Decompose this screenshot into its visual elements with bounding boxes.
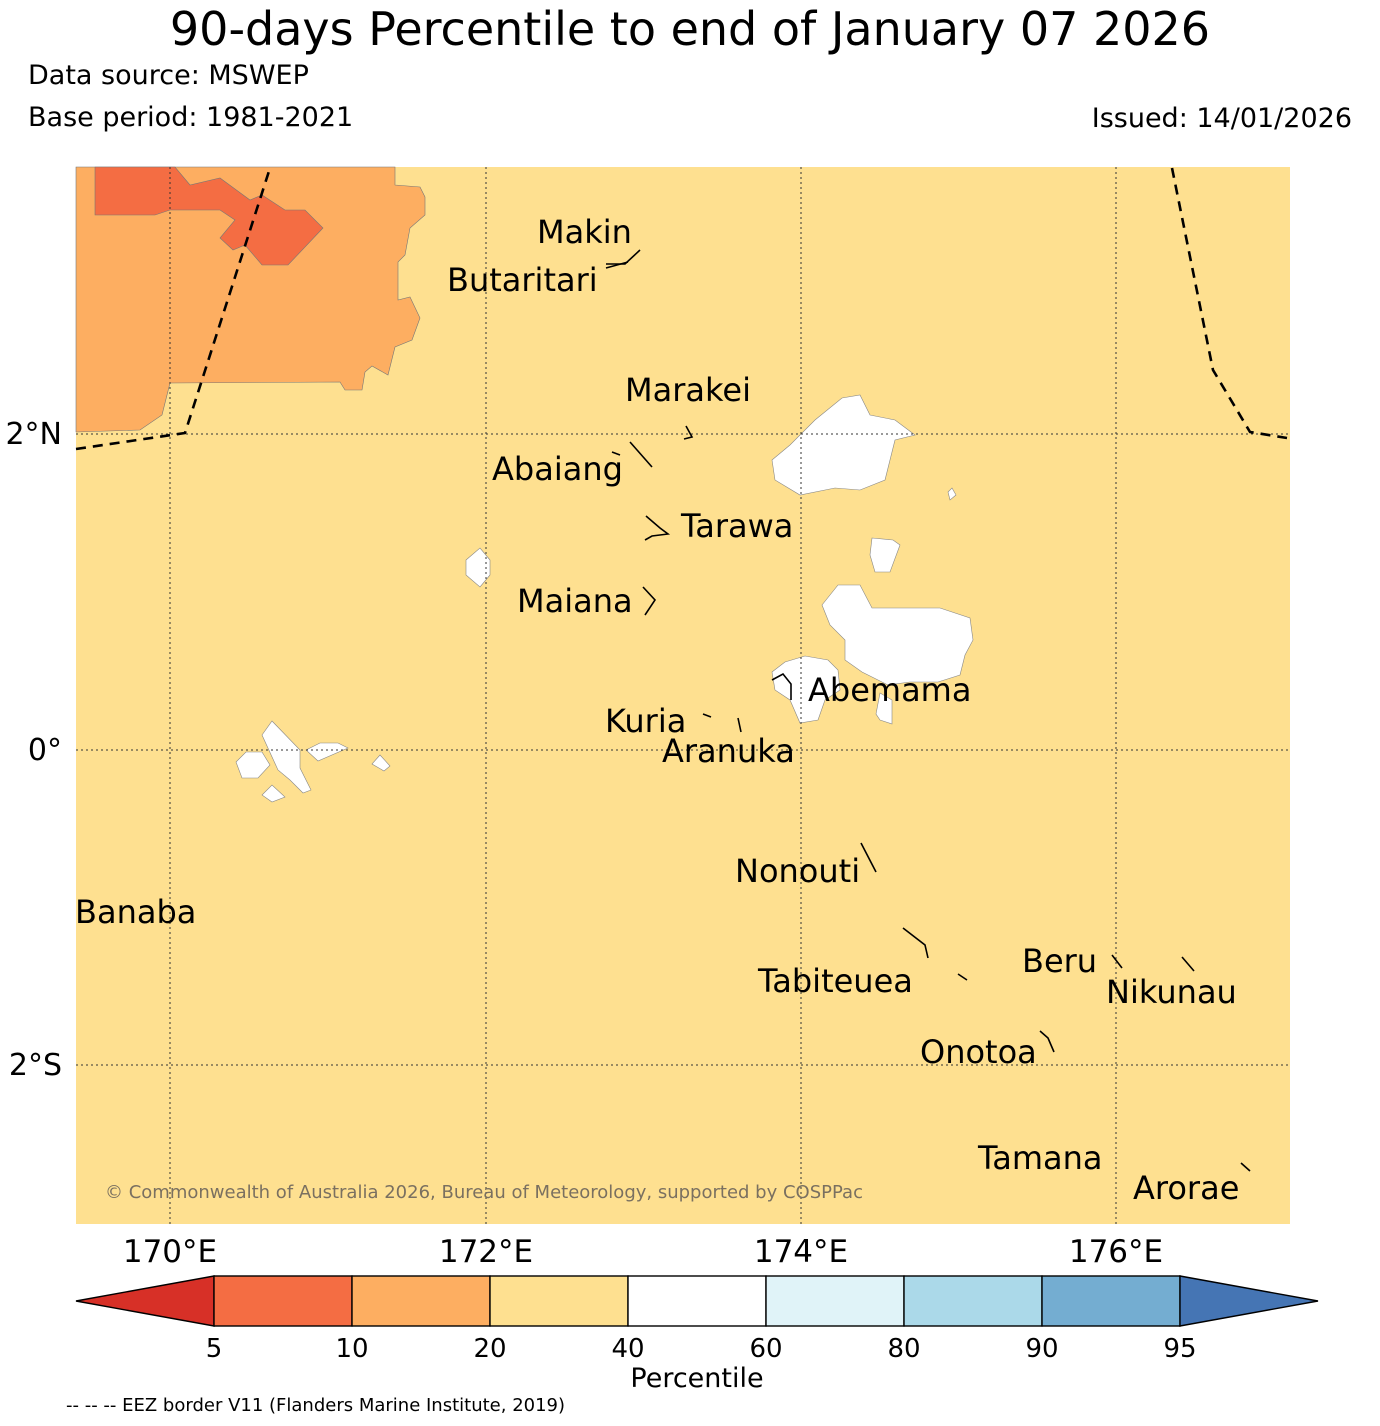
colorbar-tick: 10 bbox=[335, 1334, 368, 1364]
data-source: Data source: MSWEP bbox=[28, 60, 309, 91]
colorbar-extend-high bbox=[1179, 1275, 1319, 1327]
place-label: Arorae bbox=[1133, 1169, 1239, 1207]
colorbar-segment-60-80 bbox=[765, 1275, 905, 1327]
colorbar bbox=[75, 1275, 1319, 1327]
place-label: Tarawa bbox=[680, 507, 793, 545]
lon-label-174e: 174°E bbox=[754, 1234, 848, 1270]
lon-label-172e: 172°E bbox=[439, 1234, 533, 1270]
place-label: Nikunau bbox=[1106, 973, 1237, 1011]
lat-label-2n: 2°N bbox=[5, 417, 62, 452]
place-label: Banaba bbox=[75, 893, 196, 931]
island-outlines bbox=[605, 249, 1251, 1172]
place-labels: Makin Butaritari Marakei Abaiang Tarawa … bbox=[75, 213, 1239, 1207]
colorbar-tick: 80 bbox=[887, 1334, 920, 1364]
colorbar-tick: 40 bbox=[611, 1334, 644, 1364]
colorbar-tick: 60 bbox=[749, 1334, 782, 1364]
place-label: Aranuka bbox=[662, 732, 795, 770]
place-label: Nonouti bbox=[735, 852, 860, 890]
place-label: Abemama bbox=[808, 671, 971, 709]
colorbar-tick: 20 bbox=[473, 1334, 506, 1364]
region-5-10 bbox=[94, 166, 324, 266]
place-label: Onotoa bbox=[920, 1033, 1037, 1071]
place-label: Marakei bbox=[625, 371, 751, 409]
colorbar-segment-5-10 bbox=[213, 1275, 353, 1327]
colorbar-segment-40-60 bbox=[627, 1275, 767, 1327]
colorbar-segment-10-20 bbox=[351, 1275, 491, 1327]
region-40-60 bbox=[235, 394, 974, 803]
lon-label-176e: 176°E bbox=[1069, 1234, 1163, 1270]
colorbar-segment-80-90 bbox=[903, 1275, 1043, 1327]
place-label: Butaritari bbox=[447, 261, 598, 299]
colorbar-ticks: 5 10 20 40 60 80 90 95 bbox=[206, 1334, 1197, 1364]
copyright-notice: © Commonwealth of Australia 2026, Bureau… bbox=[105, 1182, 863, 1203]
place-label: Maiana bbox=[517, 582, 633, 620]
colorbar-segment-90-95 bbox=[1041, 1275, 1181, 1327]
colorbar-tick: 90 bbox=[1025, 1334, 1058, 1364]
colorbar-title: Percentile bbox=[630, 1363, 763, 1394]
eez-footnote: -- -- -- EEZ border V11 (Flanders Marine… bbox=[66, 1395, 566, 1416]
lat-label-0: 0° bbox=[28, 733, 62, 768]
place-label: Kuria bbox=[605, 702, 686, 740]
place-label: Beru bbox=[1022, 942, 1097, 980]
lat-label-2s: 2°S bbox=[9, 1048, 62, 1083]
colorbar-segment-20-40 bbox=[489, 1275, 629, 1327]
place-label: Makin bbox=[537, 213, 632, 251]
map-title: 90-days Percentile to end of January 07 … bbox=[169, 2, 1211, 56]
base-period: Base period: 1981-2021 bbox=[28, 102, 354, 133]
place-label: Tabiteuea bbox=[757, 962, 913, 1000]
place-label: Abaiang bbox=[492, 450, 623, 488]
colorbar-tick: 5 bbox=[206, 1334, 223, 1364]
issued-date: Issued: 14/01/2026 bbox=[1091, 103, 1352, 134]
colorbar-tick: 95 bbox=[1163, 1334, 1196, 1364]
graticule bbox=[76, 167, 1290, 1224]
place-label: Tamana bbox=[977, 1139, 1103, 1177]
lon-label-170e: 170°E bbox=[123, 1234, 217, 1270]
eez-border bbox=[75, 167, 1288, 451]
colorbar-extend-low bbox=[75, 1275, 215, 1327]
